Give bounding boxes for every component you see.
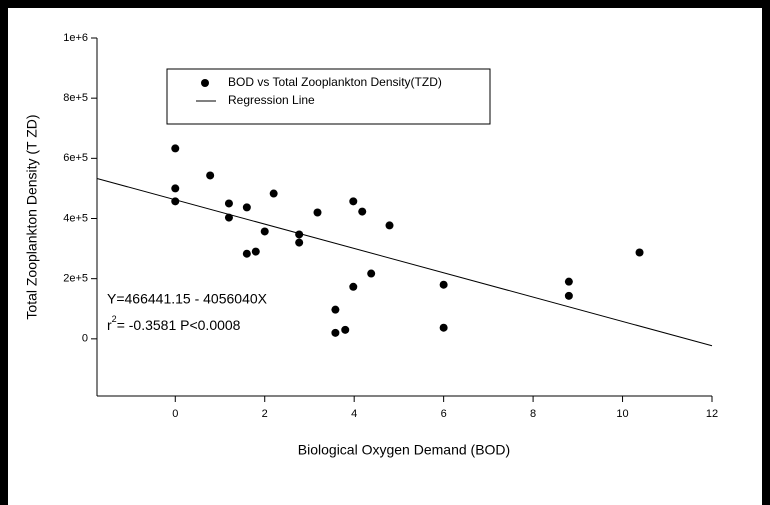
- point: [349, 282, 358, 291]
- point: [295, 238, 304, 247]
- legend-label: Regression Line: [228, 93, 315, 107]
- y-tick-label: 8e+5: [63, 92, 88, 104]
- regression-line: [96, 178, 713, 347]
- point: [564, 277, 573, 286]
- x-tick-label: 10: [616, 408, 628, 420]
- y-tick-label: 0: [82, 333, 88, 345]
- point: [260, 227, 269, 236]
- y-tick-label: 6e+5: [63, 152, 88, 164]
- x-axis-label: Biological Oxygen Demand (BOD): [298, 442, 510, 458]
- x-tick-label: 0: [172, 408, 178, 420]
- point: [349, 197, 358, 206]
- point: [242, 203, 251, 212]
- x-tick-label: 12: [706, 408, 718, 420]
- point: [171, 144, 180, 153]
- point: [331, 328, 340, 337]
- y-tick-label: 4e+5: [63, 212, 88, 224]
- point: [313, 208, 322, 217]
- point: [331, 305, 340, 314]
- annotation: r2= -0.3581 P<0.0008: [107, 314, 241, 332]
- annotation-part: r: [107, 317, 112, 333]
- annotation-part: = -0.3581 P<0.0008: [117, 317, 241, 333]
- legend-box: [166, 68, 491, 125]
- point: [439, 280, 448, 289]
- point: [385, 221, 394, 230]
- point: [251, 247, 260, 256]
- point: [206, 171, 215, 180]
- point: [635, 248, 644, 257]
- x-tick-label: 6: [441, 408, 447, 420]
- annotation-sup: 2: [112, 314, 117, 324]
- legend-symbol: [201, 79, 209, 87]
- point: [439, 323, 448, 332]
- x-tick-label: 8: [530, 408, 536, 420]
- point: [224, 199, 233, 208]
- point: [242, 249, 251, 258]
- y-tick-label: 2e+5: [63, 273, 88, 285]
- point: [358, 207, 367, 216]
- point: [224, 213, 233, 222]
- point: [367, 269, 376, 278]
- annotation: Y=466441.15 - 4056040X: [107, 291, 268, 307]
- point: [171, 184, 180, 193]
- point: [269, 189, 278, 198]
- legend-label: BOD vs Total Zooplankton Density(TZD): [228, 75, 442, 89]
- point: [564, 291, 573, 300]
- y-axis-label: Total Zooplankton Density (T ZD): [24, 114, 40, 319]
- y-tick-label: 1e+6: [63, 32, 88, 44]
- point: [341, 325, 350, 334]
- x-tick-label: 4: [351, 408, 357, 420]
- x-tick-label: 2: [262, 408, 268, 420]
